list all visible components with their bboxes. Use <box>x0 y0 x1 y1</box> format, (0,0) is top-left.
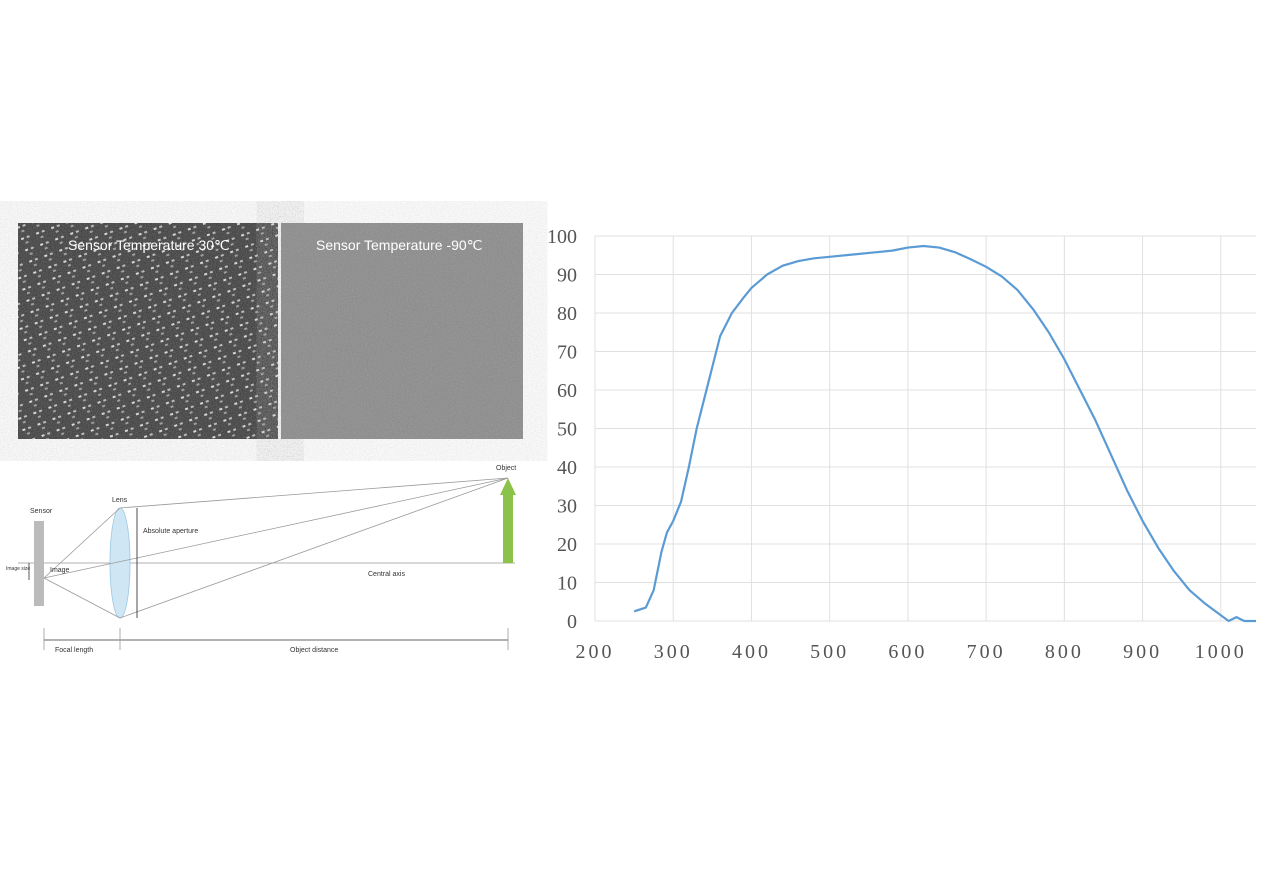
diagram-label: Focal length <box>55 647 93 654</box>
diagram-label: Object <box>496 465 516 472</box>
y-tick-label: 100 <box>547 226 577 248</box>
x-tick-label: 600 <box>888 641 927 663</box>
line <box>633 244 1256 623</box>
x-tick-label: 500 <box>810 641 849 663</box>
cold-image: Sensor Temperature -90℃ <box>281 223 523 439</box>
diagram-label: Image <box>50 567 70 574</box>
y-tick-label: 90 <box>557 265 577 287</box>
y-tick-label: 70 <box>557 342 577 364</box>
y-tick-label: 20 <box>557 534 577 556</box>
x-tick-label: 1000 <box>1195 641 1247 663</box>
diagram-label: Sensor <box>30 508 53 515</box>
y-tick-label: 40 <box>557 457 577 479</box>
diagram-label: Central axis <box>368 571 405 578</box>
x-tick-label: 700 <box>967 641 1006 663</box>
x-tick-label: 200 <box>576 641 615 663</box>
x-tick-label: 900 <box>1123 641 1162 663</box>
x-tick-label: 800 <box>1045 641 1084 663</box>
chart: 0 10 20 30 40 50 60 70 80 90 100 200 300 400 500 600 700… <box>547 226 1256 663</box>
x-tick-label: 300 <box>654 641 693 663</box>
y-tick-label: 50 <box>557 419 577 441</box>
diagram-label: Image size <box>6 566 30 572</box>
y-tick-label: 10 <box>557 573 577 595</box>
optics-diagram <box>18 477 516 650</box>
diagram-label: Absolute aperture <box>143 528 198 535</box>
warm-image: Sensor Temperature 30℃ <box>18 223 278 439</box>
y-tick-label: 80 <box>557 303 577 325</box>
y-tick-label: 60 <box>557 380 577 402</box>
y-tick-label: 0 <box>567 611 577 633</box>
x-tick-label: 400 <box>732 641 771 663</box>
image-label: Sensor Temperature 30℃ <box>68 237 230 253</box>
diagram-label: Object distance <box>290 647 338 654</box>
image-label: Sensor Temperature -90℃ <box>316 237 482 253</box>
diagram-label: Lens <box>112 497 128 504</box>
y-tick-label: 30 <box>557 496 577 518</box>
